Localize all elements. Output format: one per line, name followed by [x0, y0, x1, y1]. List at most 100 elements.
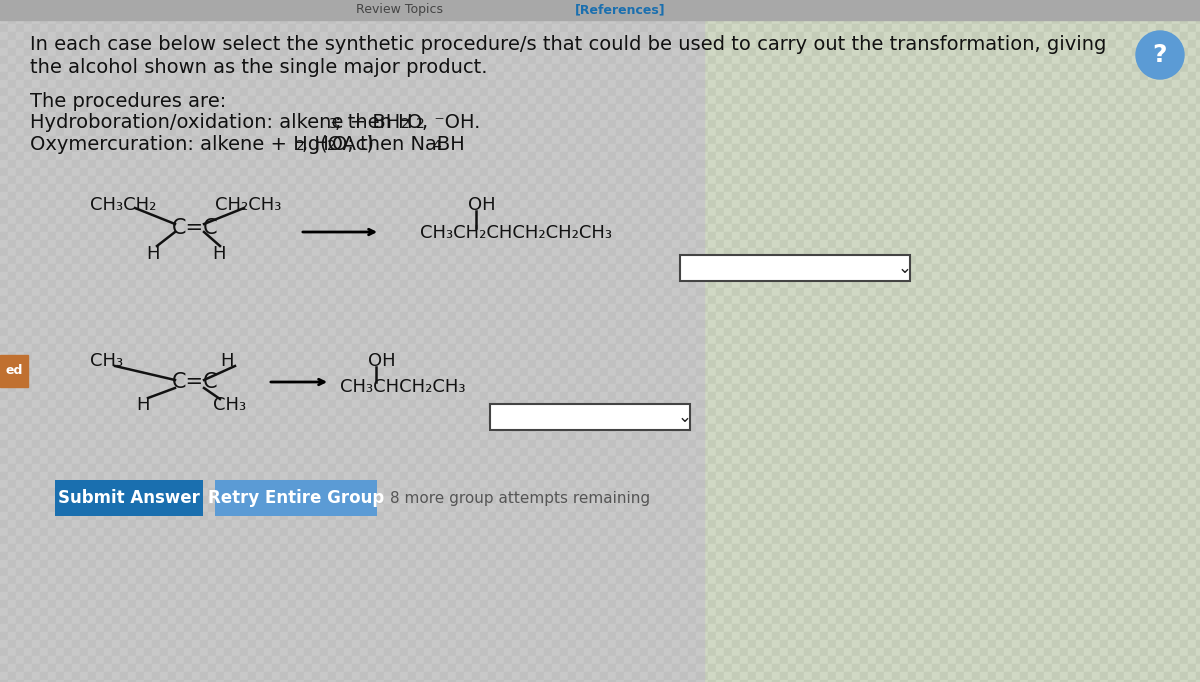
Bar [1164, 472, 1172, 480]
Bar [972, 512, 980, 520]
Bar [224, 160, 232, 168]
Bar [844, 488, 852, 496]
Bar [400, 568, 408, 576]
Bar [48, 48, 56, 56]
Bar [400, 664, 408, 672]
Bar [1020, 64, 1028, 72]
Bar [88, 304, 96, 312]
Bar [296, 624, 304, 632]
Bar [648, 592, 656, 600]
Bar [456, 424, 464, 432]
Bar [0, 0, 8, 8]
Bar [1100, 112, 1108, 120]
Bar [980, 680, 988, 682]
Bar [980, 408, 988, 416]
Bar [988, 512, 996, 520]
Bar [648, 576, 656, 584]
Bar [1012, 504, 1020, 512]
Bar [592, 376, 600, 384]
Bar [1068, 112, 1076, 120]
Bar [1108, 64, 1116, 72]
Bar [624, 320, 632, 328]
Bar [1132, 16, 1140, 24]
Bar [560, 256, 568, 264]
Bar [248, 152, 256, 160]
Bar [432, 392, 440, 400]
Bar [352, 640, 360, 648]
Bar [900, 320, 908, 328]
Bar [560, 248, 568, 256]
Bar [168, 360, 176, 368]
Bar [344, 320, 352, 328]
Bar [1052, 144, 1060, 152]
Bar [192, 592, 200, 600]
Bar [144, 424, 152, 432]
Bar [408, 88, 416, 96]
Bar [248, 504, 256, 512]
Bar [368, 424, 376, 432]
Bar [860, 656, 868, 664]
Bar [248, 576, 256, 584]
Bar [312, 400, 320, 408]
Bar [780, 400, 788, 408]
Bar [748, 328, 756, 336]
Bar [320, 96, 328, 104]
Bar [1108, 392, 1116, 400]
Bar [280, 8, 288, 16]
Bar [732, 160, 740, 168]
Bar [804, 392, 812, 400]
Bar [464, 576, 472, 584]
Bar [520, 464, 528, 472]
Bar [256, 408, 264, 416]
Bar [1100, 232, 1108, 240]
Bar [400, 208, 408, 216]
Bar [932, 568, 940, 576]
Bar [868, 80, 876, 88]
Bar [512, 24, 520, 32]
Bar [964, 40, 972, 48]
Bar [40, 592, 48, 600]
Bar [392, 128, 400, 136]
Bar [240, 632, 248, 640]
Bar [288, 400, 296, 408]
Bar [160, 608, 168, 616]
Bar [504, 480, 512, 488]
Bar [80, 128, 88, 136]
Bar [812, 56, 820, 64]
Bar [740, 608, 748, 616]
Bar [1068, 608, 1076, 616]
Bar [72, 8, 80, 16]
Bar [732, 624, 740, 632]
Bar [672, 80, 680, 88]
Bar [488, 128, 496, 136]
Bar [996, 600, 1004, 608]
Bar [764, 608, 772, 616]
Bar [756, 360, 764, 368]
Bar [592, 96, 600, 104]
Bar [1060, 88, 1068, 96]
Bar [608, 424, 616, 432]
Bar [1012, 136, 1020, 144]
Bar [256, 56, 264, 64]
Bar [8, 432, 16, 440]
Bar [812, 624, 820, 632]
Bar [748, 200, 756, 208]
Bar [1100, 312, 1108, 320]
Bar [948, 24, 956, 32]
Bar [956, 472, 964, 480]
Bar [1196, 336, 1200, 344]
Bar [592, 280, 600, 288]
Bar [80, 576, 88, 584]
Bar [584, 112, 592, 120]
Bar [472, 16, 480, 24]
Text: 8 more group attempts remaining: 8 more group attempts remaining [390, 490, 650, 505]
Bar [804, 464, 812, 472]
Bar [256, 544, 264, 552]
Bar [876, 24, 884, 32]
Bar [624, 464, 632, 472]
Bar [924, 224, 932, 232]
Bar [1076, 352, 1084, 360]
Bar [1108, 352, 1116, 360]
Bar [648, 352, 656, 360]
Bar [1060, 176, 1068, 184]
